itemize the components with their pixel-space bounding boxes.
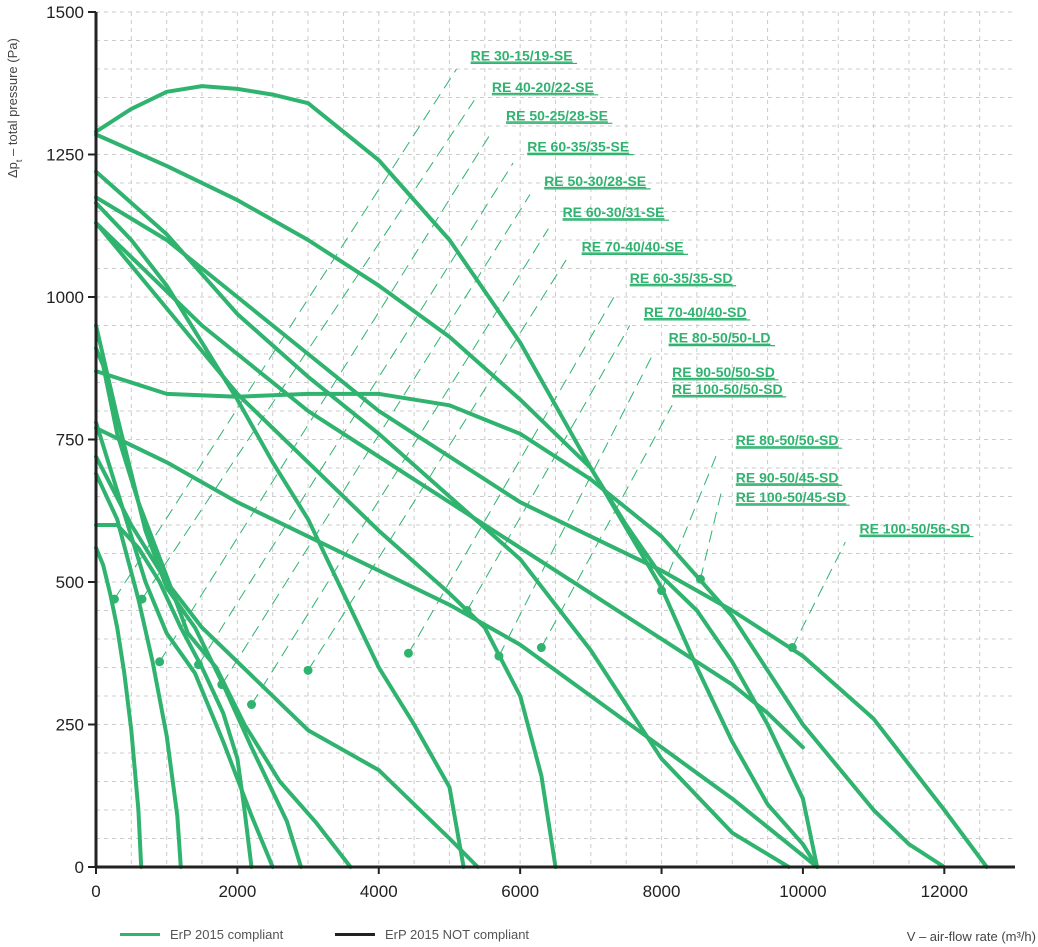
operating-point-marker	[194, 660, 204, 670]
curve-label: RE 100-50/45-SD	[736, 489, 847, 505]
curve-label: RE 50-25/28-SE	[506, 107, 608, 123]
x-tick-label: 2000	[218, 882, 256, 901]
fan-curve	[94, 369, 947, 869]
curve-label: RE 30-15/19-SE	[471, 47, 573, 63]
curve-label: RE 60-35/35-SD	[630, 270, 733, 286]
fan-curve	[94, 454, 480, 869]
operating-point-marker	[137, 594, 147, 604]
fan-curve	[94, 323, 303, 869]
x-tick-label: 10000	[779, 882, 826, 901]
legend-compliant-swatch	[120, 933, 160, 936]
legend-not-compliant-label: ErP 2015 NOT compliant	[385, 927, 530, 942]
fan-curve	[94, 84, 820, 869]
curve-label: RE 80-50/50-LD	[669, 330, 771, 346]
x-tick-label: 0	[91, 882, 100, 901]
fan-curve	[94, 220, 558, 869]
operating-point-marker	[303, 665, 313, 675]
legend-compliant-label: ErP 2015 compliant	[170, 927, 284, 942]
x-tick-label: 4000	[360, 882, 398, 901]
leader-line	[466, 325, 631, 611]
curve-label: RE 70-40/40-SD	[644, 304, 747, 320]
leader-line	[159, 131, 493, 663]
operating-point-marker	[536, 643, 546, 653]
fan-curve	[94, 195, 989, 869]
curve-label: RE 60-35/35-SE	[527, 139, 629, 155]
curve-label: RE 100-50/56-SD	[859, 521, 970, 537]
operating-point-marker	[109, 594, 119, 604]
curve-label: RE 70-40/40-SE	[582, 238, 684, 254]
leader-line	[221, 194, 531, 685]
leader-line	[540, 405, 673, 648]
x-axis-label: V – air-flow rate (m³/h)	[907, 929, 1036, 944]
x-tick-label: 8000	[643, 882, 681, 901]
curve-label: RE 90-50/50-SD	[672, 364, 775, 380]
y-tick-label: 1000	[46, 288, 84, 307]
operating-point-marker	[657, 586, 667, 596]
curve-label: RE 80-50/50-SD	[736, 432, 839, 448]
fan-curve	[94, 220, 805, 750]
operating-point-marker	[494, 651, 504, 661]
y-tick-label: 1250	[46, 146, 84, 165]
fan-curve	[94, 545, 144, 869]
curve-label: RE 40-20/22-SE	[492, 79, 594, 95]
curve-label: RE 90-50/45-SD	[736, 469, 839, 485]
operating-point-marker	[787, 643, 797, 653]
operating-point-marker	[695, 574, 705, 584]
fan-curve	[94, 169, 791, 869]
fan-curve	[94, 201, 466, 869]
operating-point-marker	[247, 700, 257, 710]
y-tick-label: 0	[75, 858, 84, 877]
curve-label: RE 60-30/31-SE	[563, 204, 665, 220]
curve-label: RE 50-30/28-SE	[544, 173, 646, 189]
x-tick-label: 6000	[501, 882, 539, 901]
legend-not-compliant: ErP 2015 NOT compliant	[335, 927, 529, 942]
y-axis-label: Δpt – total pressure (Pa)	[5, 38, 24, 178]
leader-line	[699, 490, 723, 580]
fan-curve	[94, 346, 353, 869]
leader-line	[661, 450, 719, 591]
y-tick-label: 500	[56, 573, 84, 592]
legend-compliant: ErP 2015 compliant	[120, 927, 283, 942]
leader-line	[141, 100, 475, 600]
leader-line	[251, 228, 549, 705]
fan-curve	[94, 471, 183, 869]
operating-point-marker	[403, 648, 413, 658]
curve-label: RE 100-50/50-SD	[672, 381, 783, 397]
x-tick-label: 12000	[921, 882, 968, 901]
leader-line	[307, 259, 567, 671]
y-tick-label: 1500	[46, 3, 84, 22]
y-tick-label: 250	[56, 716, 84, 735]
leader-line	[498, 350, 655, 657]
operating-point-marker	[155, 657, 165, 667]
fan-curve	[94, 420, 275, 869]
legend-not-compliant-swatch	[335, 933, 375, 936]
leader-line	[408, 293, 617, 654]
y-tick-label: 750	[56, 431, 84, 450]
leader-line	[791, 541, 846, 648]
fan-curve	[94, 132, 820, 869]
fan-curve	[94, 426, 820, 869]
